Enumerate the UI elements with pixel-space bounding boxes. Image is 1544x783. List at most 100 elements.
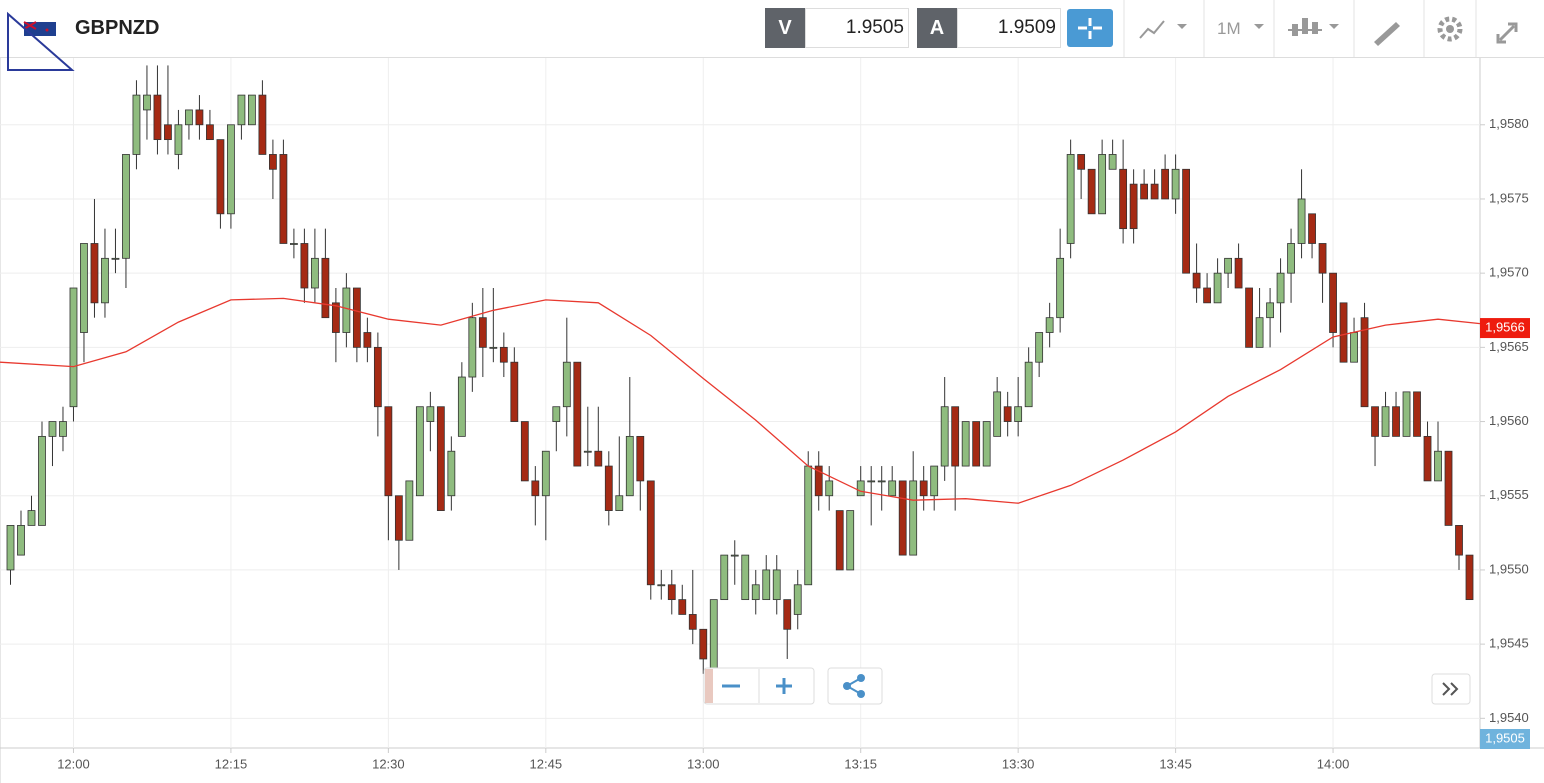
timeframe[interactable]: 1M bbox=[1217, 19, 1241, 38]
zoom-in[interactable] bbox=[776, 678, 792, 694]
candle-body bbox=[206, 124, 214, 141]
candle-body bbox=[426, 406, 435, 422]
candle-body bbox=[1287, 243, 1295, 274]
candle-body bbox=[1245, 287, 1253, 348]
toolbar-icons bbox=[1067, 0, 1518, 57]
candle-body bbox=[48, 421, 57, 437]
timeframe-arrow[interactable] bbox=[1254, 24, 1264, 29]
candle-body bbox=[1350, 332, 1358, 363]
candle-body bbox=[1434, 450, 1442, 482]
candle-body bbox=[1161, 168, 1170, 200]
candle-body bbox=[793, 584, 802, 615]
candle-body bbox=[930, 465, 939, 497]
y-tick-label: 1,9545 bbox=[1489, 636, 1529, 651]
candle-body bbox=[310, 257, 319, 289]
candle-body bbox=[1308, 213, 1316, 244]
candle-body bbox=[457, 376, 466, 437]
fullscreen[interactable] bbox=[1496, 22, 1518, 44]
candle-body bbox=[993, 391, 1002, 437]
scroll-end[interactable] bbox=[1431, 673, 1471, 705]
plot-bg bbox=[0, 58, 1544, 783]
candle-body bbox=[1192, 272, 1201, 289]
candle-body bbox=[248, 94, 256, 126]
candle-body bbox=[699, 628, 708, 660]
candle-body bbox=[1381, 406, 1390, 437]
candle-body bbox=[478, 317, 487, 348]
share-box[interactable] bbox=[827, 667, 883, 705]
candle-body bbox=[394, 495, 403, 541]
candle-body bbox=[919, 480, 928, 497]
candle-body bbox=[909, 480, 918, 556]
candle-body bbox=[405, 480, 414, 541]
chart-type[interactable] bbox=[1139, 20, 1165, 39]
candle-body bbox=[762, 569, 771, 601]
candle-body bbox=[237, 94, 246, 126]
candle-body bbox=[227, 124, 235, 215]
candle-body bbox=[80, 243, 88, 333]
share-icon[interactable] bbox=[843, 674, 865, 698]
candle-body bbox=[185, 109, 193, 126]
candle-body bbox=[489, 346, 498, 349]
toolbar: GBPNZD V 1.9505 A 1.9509 1M bbox=[0, 0, 1544, 71]
candle-body bbox=[1423, 435, 1432, 482]
x-tick-label: 12:30 bbox=[372, 756, 405, 771]
bid-tag: 1,9505 bbox=[1485, 730, 1525, 745]
ask-value[interactable]: 1.9509 bbox=[957, 8, 1061, 48]
candle-body bbox=[269, 154, 277, 170]
candle-body bbox=[1003, 406, 1012, 422]
moving-average bbox=[0, 297, 1481, 504]
candle-body bbox=[1255, 317, 1264, 348]
candle-body bbox=[1098, 154, 1107, 215]
candle-body bbox=[384, 406, 393, 497]
candle-body bbox=[615, 495, 624, 511]
zoom-marker bbox=[705, 669, 713, 703]
candle-body bbox=[825, 480, 834, 497]
candle-body bbox=[1056, 257, 1065, 319]
candle-body bbox=[1150, 183, 1159, 200]
candle-body bbox=[216, 139, 225, 215]
x-tick-label: 13:30 bbox=[1002, 756, 1035, 771]
candle-body bbox=[1129, 183, 1138, 230]
candle-type[interactable] bbox=[1288, 18, 1322, 36]
candle-body bbox=[510, 361, 519, 422]
ask-label[interactable]: A bbox=[917, 8, 957, 48]
candle-body bbox=[122, 154, 130, 259]
candle-body bbox=[1329, 272, 1337, 333]
candle-body bbox=[1455, 525, 1463, 556]
candle-body bbox=[751, 584, 760, 601]
candle-body bbox=[772, 569, 781, 601]
candle-body bbox=[143, 94, 151, 111]
candle-body bbox=[594, 450, 603, 467]
y-tick-label: 1,9580 bbox=[1489, 116, 1529, 131]
candle-body bbox=[1140, 183, 1149, 200]
settings[interactable] bbox=[1437, 16, 1463, 42]
candle-body bbox=[174, 124, 183, 155]
candle-body bbox=[583, 450, 592, 453]
candle-body bbox=[1318, 243, 1327, 274]
candle-body bbox=[1266, 302, 1274, 319]
draw-tool[interactable] bbox=[1374, 22, 1400, 46]
candle-body bbox=[636, 435, 645, 482]
candle-body bbox=[783, 599, 792, 630]
candle-body bbox=[1119, 168, 1128, 230]
bid-value[interactable]: 1.9505 bbox=[805, 8, 909, 48]
candle-body bbox=[867, 480, 876, 483]
candle-body bbox=[951, 406, 960, 467]
candle-body bbox=[1402, 391, 1411, 437]
candle-body bbox=[604, 465, 613, 511]
candle-body bbox=[331, 302, 340, 333]
candle-body bbox=[38, 435, 46, 526]
bid-label[interactable]: V bbox=[765, 8, 805, 48]
candle-body bbox=[541, 450, 550, 497]
y-tick-label: 1,9540 bbox=[1489, 710, 1529, 725]
candle-body bbox=[814, 465, 823, 497]
crosshair-button[interactable] bbox=[1067, 9, 1113, 47]
candle-body bbox=[1014, 406, 1023, 422]
candle-body bbox=[342, 287, 351, 333]
candle-body bbox=[972, 421, 981, 467]
candle-body bbox=[552, 406, 561, 422]
candle-body bbox=[1371, 406, 1379, 437]
y-tick-label: 1,9560 bbox=[1489, 413, 1529, 428]
candle-body bbox=[59, 421, 67, 437]
x-tick-label: 12:45 bbox=[530, 756, 563, 771]
